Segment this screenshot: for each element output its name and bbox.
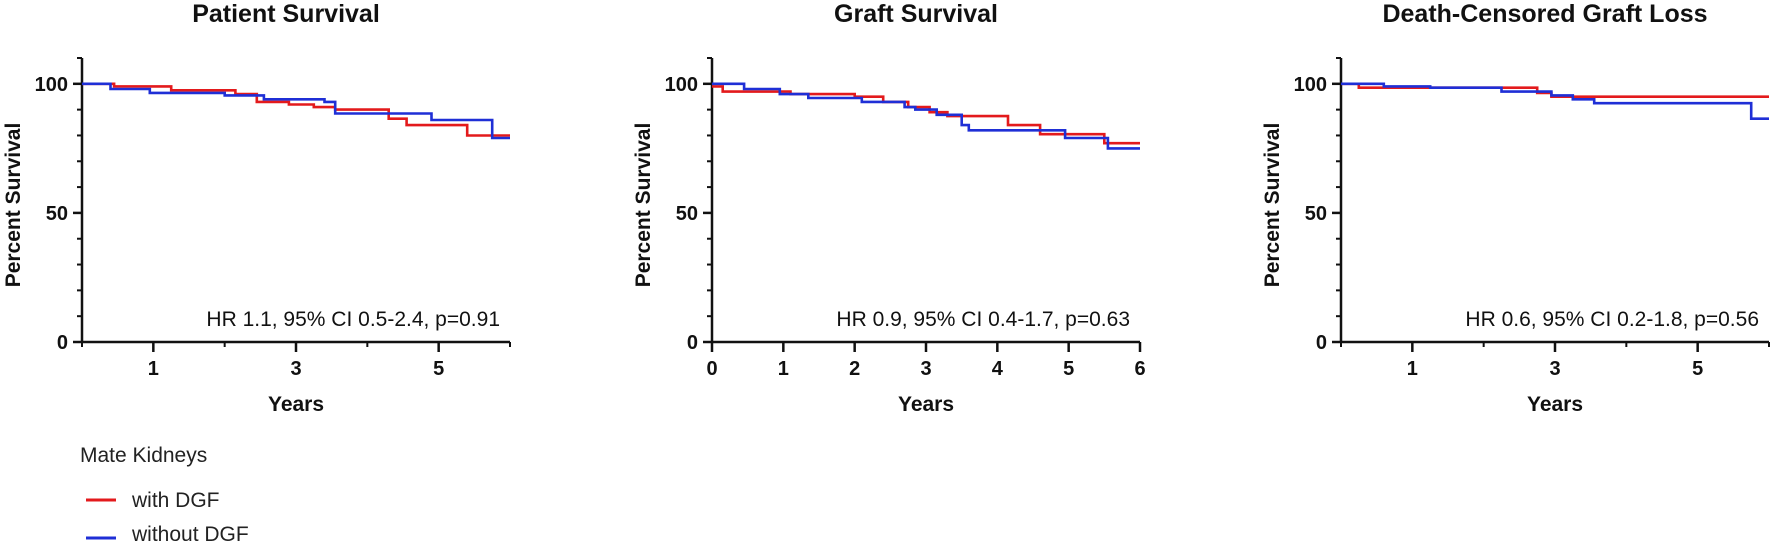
legend: Mate Kidneys with DGF without DGF	[80, 444, 249, 543]
y-axis-label: Percent Survival	[1261, 123, 1284, 288]
y-tick-label: 50	[1305, 203, 1327, 225]
x-tick-label: 4	[992, 358, 1004, 380]
x-tick-label: 5	[433, 358, 444, 380]
x-tick-label: 1	[1407, 358, 1418, 380]
hazard-ratio-annotation: HR 0.9, 95% CI 0.4-1.7, p=0.63	[836, 308, 1130, 331]
y-tick-label: 100	[1294, 74, 1327, 96]
x-tick-label: 1	[778, 358, 789, 380]
y-axis-label: Percent Survival	[632, 123, 655, 288]
chart-panel-3: Death-Censored Graft Loss 0 50 100 1 3 5 Years P…	[1261, 0, 1770, 416]
x-tick-label: 3	[1549, 358, 1560, 380]
x-tick-label: 0	[706, 358, 717, 380]
x-tick-label: 5	[1692, 358, 1703, 380]
chart-title: Graft Survival	[834, 0, 998, 28]
hazard-ratio-annotation: HR 0.6, 95% CI 0.2-1.8, p=0.56	[1465, 308, 1759, 331]
y-tick-label: 0	[1316, 332, 1327, 354]
chart-panel-1: Patient Survival 0 50 100 1 3 5 Years Percent Su…	[2, 0, 511, 416]
x-tick-label: 2	[849, 358, 860, 380]
x-tick-label: 3	[920, 358, 931, 380]
legend-label-without-dgf: without DGF	[131, 523, 249, 543]
y-tick-label: 50	[676, 203, 698, 225]
x-tick-label: 1	[148, 358, 159, 380]
y-tick-label: 100	[665, 74, 698, 96]
x-tick-label: 3	[290, 358, 301, 380]
x-axis-label: Years	[1527, 393, 1583, 416]
y-tick-label: 100	[35, 74, 68, 96]
chart-title: Patient Survival	[192, 0, 380, 28]
legend-label-with-dgf: with DGF	[131, 489, 220, 512]
survival-curve-without-dgf	[1341, 82, 1769, 120]
x-axis-label: Years	[898, 393, 954, 416]
legend-title: Mate Kidneys	[80, 444, 207, 467]
chart-panel-2: Graft Survival 0 50 100 0 1 2 3 4 5 6 Years Percent …	[632, 0, 1146, 416]
survival-curve-without-dgf	[712, 82, 1140, 150]
y-axis-label: Percent Survival	[2, 123, 25, 288]
chart-title: Death-Censored Graft Loss	[1382, 0, 1707, 28]
y-tick-label: 50	[46, 203, 68, 225]
hazard-ratio-annotation: HR 1.1, 95% CI 0.5-2.4, p=0.91	[206, 308, 500, 331]
survival-curve-without-dgf	[82, 82, 510, 140]
x-tick-label: 6	[1134, 358, 1145, 380]
x-tick-label: 5	[1063, 358, 1074, 380]
survival-curve-with-dgf	[82, 82, 510, 137]
survival-curve-with-dgf	[712, 85, 1140, 145]
x-axis-label: Years	[268, 393, 324, 416]
y-tick-label: 0	[57, 332, 68, 354]
y-tick-label: 0	[687, 332, 698, 354]
